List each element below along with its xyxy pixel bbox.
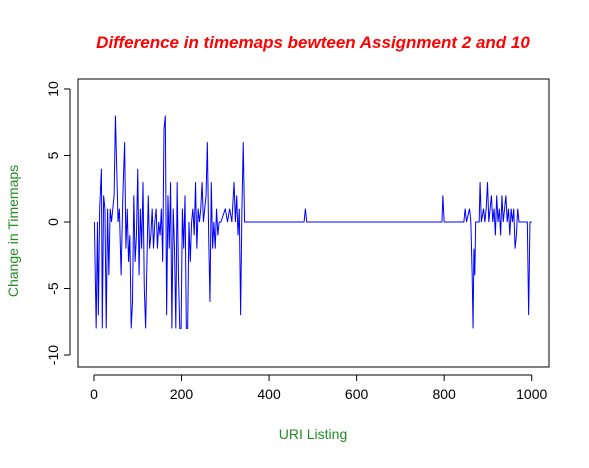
x-tick-label: 600 (345, 386, 369, 402)
plot-box (77, 78, 550, 368)
chart-title: Difference in timemaps bewteen Assignmen… (96, 33, 530, 52)
y-tick-label: -10 (45, 345, 61, 365)
x-tick-label: 400 (257, 386, 281, 402)
y-axis-label: Change in Timemaps (5, 165, 21, 297)
data-line (93, 115, 532, 329)
x-tick-label: 800 (432, 386, 456, 402)
x-tick-label: 1000 (516, 386, 547, 402)
y-tick-label: -5 (45, 282, 61, 295)
x-axis-label: URI Listing (279, 426, 347, 442)
y-tick-label: 0 (45, 218, 61, 226)
y-tick-label: 10 (45, 81, 61, 97)
y-tick-label: 5 (45, 151, 61, 159)
x-tick-label: 200 (170, 386, 194, 402)
x-tick-label: 0 (90, 386, 98, 402)
